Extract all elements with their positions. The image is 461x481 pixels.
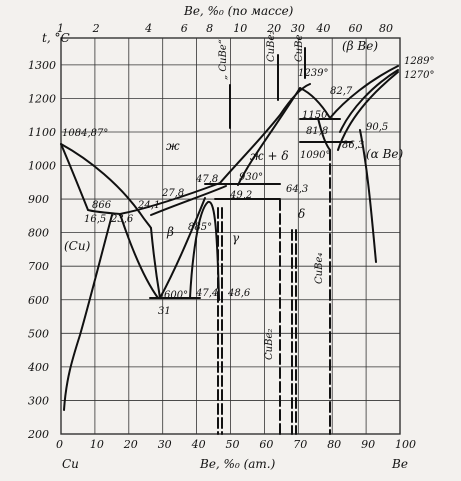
ann-cube-top: CuBe — [294, 35, 305, 62]
beta-left — [119, 213, 159, 299]
ann-cube2-vertical: CuBe₂ — [264, 329, 275, 360]
y-tick-label: 300 — [28, 394, 49, 407]
top-tick-label: 10 — [233, 22, 247, 35]
top-tick-label: 30 — [291, 22, 305, 35]
top-tick-label: 2 — [92, 22, 100, 35]
y-tick-label: 900 — [28, 193, 49, 206]
x-tick-label: 90 — [361, 438, 375, 451]
liquidus-delta — [237, 87, 301, 186]
ann-cu-melting: 1084,87° — [62, 128, 108, 139]
x-tick-label: 20 — [123, 438, 138, 451]
x-tick-label: 0 — [56, 438, 63, 451]
solidus-be-beta — [339, 69, 399, 133]
x-tick-label: 50 — [226, 438, 240, 451]
ann-cu-phase: (Cu) — [64, 239, 91, 253]
ann-48-6: 48,6 — [227, 288, 251, 299]
ann-beta: β — [166, 225, 174, 239]
delta-right-boundary — [317, 117, 331, 151]
x-tick-label: 40 — [191, 438, 206, 451]
y-tick-label: 1100 — [28, 126, 56, 139]
top-tick-label: 20 — [266, 22, 281, 35]
vertical-gridlines — [60, 38, 401, 434]
ann-47-4: 47,4 — [195, 288, 218, 299]
ann-gamma: γ — [232, 231, 240, 245]
be-right-boundary — [359, 129, 377, 263]
ann-49-2: 49,2 — [229, 190, 252, 201]
ann-16-5: 16,5 — [84, 214, 106, 225]
ann-1289: 1289° — [404, 56, 434, 67]
beta-gamma-dome — [189, 200, 220, 301]
ann-47-8: 47,8 — [195, 174, 218, 185]
top-tick-label: 80 — [379, 22, 393, 35]
y-tick-label: 400 — [27, 361, 49, 374]
x-axis-label: Be, %₀ (ат.) — [199, 457, 276, 471]
ann-27-8: 27,8 — [161, 188, 184, 199]
ann-81-8: 81,8 — [306, 126, 328, 137]
delta-dome — [299, 87, 331, 119]
y-tick-label: 1300 — [28, 59, 56, 72]
y-axis-label: t, °C — [42, 31, 70, 45]
y-axis-ticks: 200 300 400 500 600 700 800 900 1000 1100 1200 1300 — [27, 59, 56, 441]
ann-930: 930° — [239, 172, 263, 183]
ann-1150: 1150 — [302, 110, 328, 121]
y-tick-label: 800 — [28, 227, 49, 240]
x-tick-label: 100 — [395, 438, 416, 451]
top-tick-label: 60 — [349, 22, 363, 35]
annotations: 1084,87° 866 16,5 23,6 24,1 27,8 β 885° … — [62, 31, 434, 360]
y-tick-label: 1000 — [28, 160, 56, 173]
ann-23-6: 23,6 — [110, 214, 134, 225]
x-tick-label: 70 — [293, 438, 307, 451]
ann-1270: 1270° — [404, 70, 434, 81]
alpha-be-solvus — [337, 71, 399, 151]
top-axis: 1 2 4 6 8 10 20 30 40 60 80 — [57, 22, 393, 35]
y-tick-label: 700 — [28, 260, 49, 273]
y-tick-label: 1200 — [28, 92, 56, 105]
solidus-gamma — [150, 185, 227, 216]
ann-24-1: 24,1 — [137, 200, 160, 211]
top-tick-label: 40 — [315, 22, 330, 35]
beta-bottom-eutectoid — [150, 227, 161, 299]
top-tick-label: 1 — [57, 22, 64, 35]
ann-866: 866 — [92, 200, 112, 211]
solidus-cu — [60, 143, 121, 215]
ann-86-3: 86,3 — [342, 140, 364, 151]
ann-beta-be: (β Be) — [342, 39, 378, 53]
ann-1090: 1090° — [300, 150, 330, 161]
y-tick-label: 200 — [27, 428, 49, 441]
alpha-solvus — [63, 214, 113, 411]
ann-600: 600° — [164, 290, 188, 301]
element-be: Be — [391, 457, 408, 471]
ann-1239: 1239° — [298, 68, 328, 79]
ann-delta: δ — [298, 207, 305, 221]
y-tick-label: 500 — [28, 327, 49, 340]
x-tick-label: 30 — [158, 438, 172, 451]
top-axis-label: Be, %₀ (по массе) — [183, 4, 294, 18]
top-tick-label: 6 — [181, 22, 188, 35]
ann-64-3: 64,3 — [286, 184, 308, 195]
phase-boundaries — [60, 47, 399, 435]
ann-cube4-vertical: CuBe₄ — [314, 253, 325, 284]
x-tick-label: 10 — [90, 438, 104, 451]
ann-885: 885° — [188, 222, 212, 233]
element-cu: Cu — [62, 457, 79, 471]
liquidus-be — [329, 65, 399, 119]
ann-82-7: 82,7 — [330, 86, 353, 97]
x-axis-ticks: 0 10 20 30 40 50 60 70 80 90 100 — [56, 438, 416, 451]
ann-cube2-top: CuBe₂ — [266, 31, 277, 62]
ann-90-5: 90,5 — [366, 122, 388, 133]
y-tick-label: 600 — [28, 294, 49, 307]
beta-right — [159, 197, 206, 299]
x-tick-label: 60 — [259, 438, 273, 451]
ann-liquid-delta: ж + δ — [250, 149, 289, 163]
ann-cube-quote: „ CuBe“ — [218, 39, 229, 80]
ann-31: 31 — [158, 306, 171, 317]
x-tick-label: 80 — [327, 438, 341, 451]
top-tick-label: 8 — [206, 22, 213, 35]
ann-liquid: ж — [166, 139, 180, 153]
top-tick-label: 4 — [144, 22, 152, 35]
ann-alpha-be: (α Be) — [366, 147, 404, 161]
